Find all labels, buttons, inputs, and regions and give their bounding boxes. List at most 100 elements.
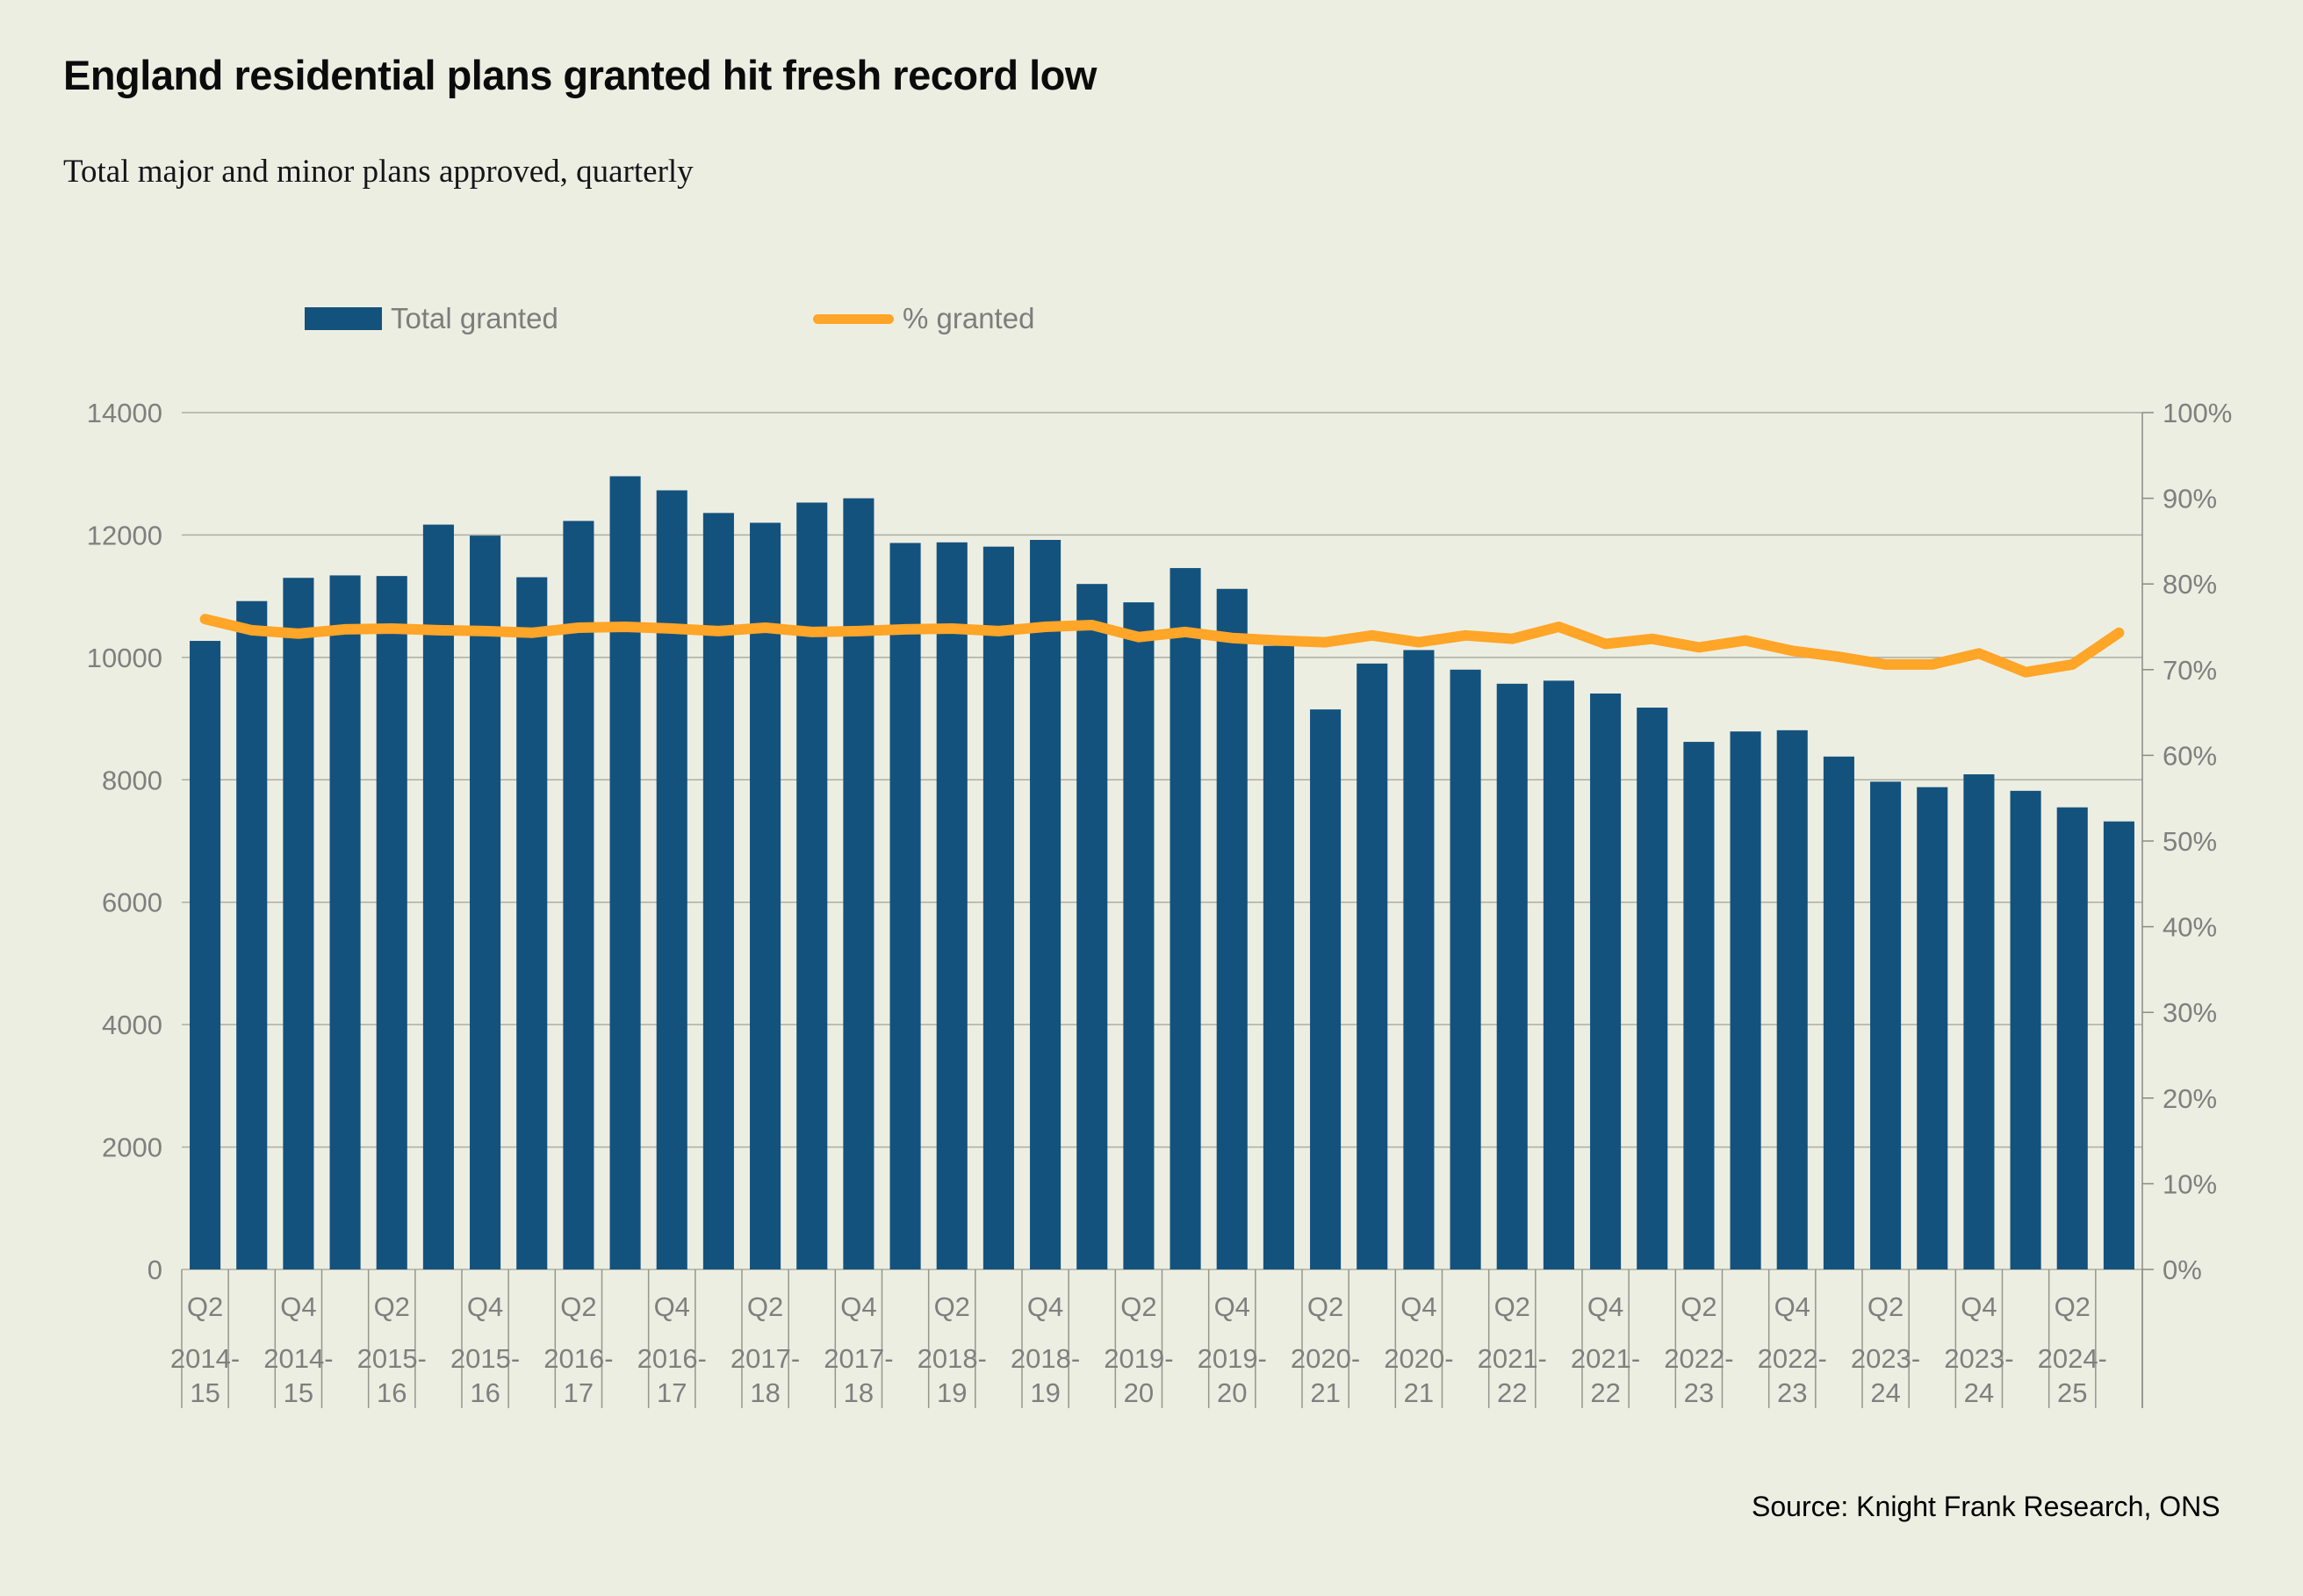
- x-tick-quarter-label: Q2: [1868, 1291, 1904, 1322]
- x-tick-year-label: 2018-: [918, 1343, 987, 1374]
- bar: [1637, 708, 1668, 1269]
- bar: [1169, 568, 1201, 1269]
- x-tick-year-label: 20: [1217, 1377, 1247, 1408]
- x-tick-quarter-label: Q4: [840, 1291, 876, 1322]
- left-axis-label: 6000: [102, 888, 162, 918]
- bar: [1450, 669, 1481, 1269]
- bar: [796, 502, 828, 1269]
- x-tick-year-label: 2023-: [1851, 1343, 1920, 1374]
- x-tick-quarter-label: Q4: [1400, 1291, 1436, 1322]
- bar: [190, 641, 221, 1269]
- page-title: England residential plans granted hit fr…: [63, 52, 1097, 98]
- x-tick-quarter-label: Q4: [1587, 1291, 1623, 1322]
- x-tick-year-label: 2019-: [1198, 1343, 1267, 1374]
- bar: [1683, 742, 1715, 1269]
- x-tick-year-label: 2020-: [1384, 1343, 1453, 1374]
- left-axis-label: 8000: [102, 765, 162, 795]
- legend-bar-swatch-icon: [305, 307, 382, 330]
- x-tick-year-label: 19: [937, 1377, 967, 1408]
- x-tick-year-label: 24: [1870, 1377, 1900, 1408]
- x-tick-quarter-label: Q2: [1494, 1291, 1530, 1322]
- x-tick-year-label: 21: [1310, 1377, 1340, 1408]
- bar: [376, 576, 407, 1269]
- x-tick-year-label: 2021-: [1571, 1343, 1640, 1374]
- chart-subtitle: Total major and minor plans approved, qu…: [63, 154, 694, 190]
- bar: [283, 578, 314, 1269]
- x-tick-year-label: 16: [377, 1377, 407, 1408]
- bar: [1216, 588, 1248, 1269]
- right-axis-label: 30%: [2163, 997, 2217, 1028]
- left-axis-label: 4000: [102, 1010, 162, 1040]
- x-tick-year-label: 23: [1777, 1377, 1807, 1408]
- bar: [750, 522, 781, 1269]
- x-tick-year-label: 2021-: [1478, 1343, 1547, 1374]
- x-tick-year-label: 2017-: [824, 1343, 893, 1374]
- x-tick-quarter-label: Q2: [1120, 1291, 1156, 1322]
- x-tick-quarter-label: Q2: [747, 1291, 783, 1322]
- x-tick-year-label: 15: [284, 1377, 313, 1408]
- x-tick-quarter-label: Q2: [2055, 1291, 2091, 1322]
- x-tick-year-label: 23: [1684, 1377, 1714, 1408]
- x-tick-quarter-label: Q4: [467, 1291, 503, 1322]
- bar: [1263, 645, 1294, 1269]
- right-axis-label: 40%: [2163, 912, 2217, 943]
- x-tick-year-label: 2016-: [543, 1343, 613, 1374]
- x-tick-year-label: 17: [657, 1377, 687, 1408]
- bar: [1543, 680, 1574, 1269]
- bar: [702, 513, 734, 1269]
- bar: [1823, 756, 1854, 1269]
- bar: [936, 542, 968, 1269]
- x-tick-year-label: 2015-: [450, 1343, 520, 1374]
- x-tick-year-label: 2016-: [637, 1343, 707, 1374]
- bar: [1776, 730, 1808, 1269]
- right-axis-label: 20%: [2163, 1083, 2217, 1114]
- left-axis-label: 10000: [87, 643, 162, 673]
- bar: [1963, 774, 1995, 1269]
- x-tick-quarter-label: Q4: [1961, 1291, 1997, 1322]
- x-tick-year-label: 2024-: [2038, 1343, 2107, 1374]
- bar: [1917, 787, 1948, 1269]
- x-tick-quarter-label: Q2: [934, 1291, 970, 1322]
- x-tick-year-label: 2014-: [170, 1343, 240, 1374]
- x-tick-year-label: 2017-: [730, 1343, 800, 1374]
- x-tick-quarter-label: Q2: [1680, 1291, 1716, 1322]
- x-tick-quarter-label: Q4: [1774, 1291, 1810, 1322]
- x-tick-quarter-label: Q4: [1027, 1291, 1063, 1322]
- bar: [236, 600, 268, 1269]
- bar: [2103, 821, 2134, 1269]
- legend-item-pct-granted: % granted: [813, 299, 1034, 338]
- bar: [1730, 731, 1761, 1269]
- source-note: Source: Knight Frank Research, ONS: [1752, 1491, 2220, 1522]
- right-axis-label: 0%: [2163, 1255, 2202, 1285]
- x-tick-year-label: 18: [844, 1377, 874, 1408]
- x-tick-quarter-label: Q2: [374, 1291, 410, 1322]
- x-tick-year-label: 2020-: [1291, 1343, 1360, 1374]
- x-tick-quarter-label: Q4: [280, 1291, 316, 1322]
- bar: [563, 521, 594, 1269]
- x-tick-quarter-label: Q2: [1307, 1291, 1343, 1322]
- left-axis-label: 0: [148, 1255, 162, 1285]
- x-tick-year-label: 24: [1964, 1377, 1994, 1408]
- x-tick-quarter-label: Q4: [1214, 1291, 1250, 1322]
- pct-line: [199, 614, 2125, 678]
- x-tick-year-label: 2023-: [1944, 1343, 2013, 1374]
- bar: [1123, 602, 1155, 1269]
- x-tick-quarter-label: Q2: [560, 1291, 596, 1322]
- bar: [1496, 683, 1528, 1269]
- bar: [1357, 663, 1388, 1269]
- x-tick-year-label: 18: [750, 1377, 780, 1408]
- x-tick-year-label: 2018-: [1011, 1343, 1080, 1374]
- right-axis-label: 70%: [2163, 655, 2217, 686]
- bar: [609, 476, 641, 1269]
- bar: [656, 490, 687, 1269]
- right-axis-label: 90%: [2163, 484, 2217, 514]
- legend-label: % granted: [903, 302, 1035, 334]
- x-tick-year-label: 2014-: [263, 1343, 333, 1374]
- bar: [2056, 807, 2088, 1269]
- left-axis-label: 2000: [102, 1132, 162, 1163]
- bar: [889, 543, 921, 1269]
- x-tick-year-label: 22: [1497, 1377, 1527, 1408]
- x-tick-year-label: 2015-: [357, 1343, 427, 1374]
- right-axis-label: 100%: [2163, 398, 2232, 428]
